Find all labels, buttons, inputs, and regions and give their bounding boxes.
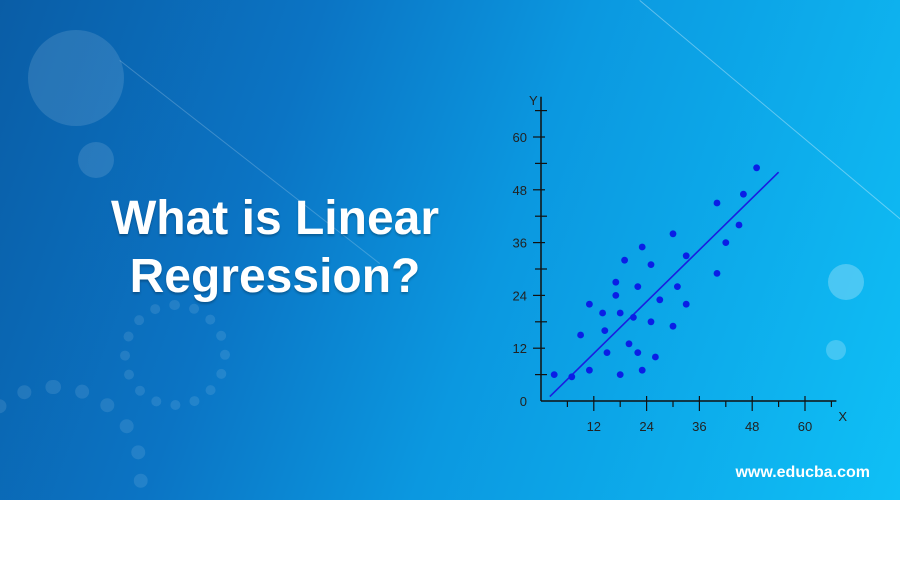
x-tick-label: 48 — [745, 419, 759, 434]
data-points — [550, 164, 760, 381]
regression-line — [549, 171, 780, 398]
data-point — [638, 243, 646, 251]
y-tick-label: 0 — [520, 394, 527, 409]
data-point — [616, 371, 624, 378]
data-point — [621, 256, 628, 264]
data-point — [625, 340, 633, 348]
decor-circle-right-small — [826, 340, 846, 360]
data-point — [669, 230, 677, 238]
y-tick-label: 60 — [513, 130, 527, 145]
background — [0, 0, 900, 500]
y-tick-label: 36 — [513, 236, 527, 251]
data-point — [652, 353, 659, 361]
data-point — [603, 349, 611, 356]
data-point — [647, 318, 655, 326]
data-point — [735, 221, 743, 229]
data-point — [740, 190, 747, 198]
regression-line-group — [549, 171, 780, 398]
gear-icon — [120, 300, 230, 410]
page-title: What is Linear Regression? — [110, 192, 440, 303]
x-axis-label: X — [838, 409, 847, 424]
data-point — [713, 199, 721, 207]
chart-axes: XY — [529, 93, 847, 424]
data-point — [577, 331, 584, 339]
data-point — [612, 292, 620, 299]
data-point — [682, 300, 690, 308]
data-point — [616, 309, 624, 317]
data-point — [722, 239, 730, 247]
data-point — [674, 283, 681, 290]
data-point — [630, 314, 637, 321]
y-tick-label: 12 — [513, 341, 527, 356]
data-point — [612, 278, 620, 286]
x-tick-label: 12 — [587, 419, 601, 434]
data-point — [568, 373, 576, 381]
data-point — [669, 322, 677, 330]
data-point — [601, 327, 609, 334]
data-point — [682, 252, 690, 260]
data-point — [713, 270, 721, 277]
data-point — [634, 283, 642, 290]
data-point — [656, 296, 664, 304]
decor-circle-small — [78, 142, 114, 178]
data-point — [586, 300, 593, 308]
x-tick-label: 24 — [639, 419, 653, 434]
decor-circle-right — [828, 264, 864, 300]
data-point — [634, 349, 642, 356]
chart-ticks: 12 24 36 48 60 0 12 24 36 48 60 — [513, 109, 833, 434]
site-url: www.educba.com — [735, 464, 870, 481]
y-tick-label: 24 — [513, 288, 527, 303]
data-point — [647, 261, 655, 268]
data-point — [586, 366, 593, 374]
y-axis-label: Y — [529, 93, 538, 108]
data-point — [638, 366, 646, 374]
data-point — [550, 371, 558, 378]
data-point — [753, 164, 760, 172]
y-tick-label: 48 — [513, 183, 527, 198]
data-point — [599, 309, 606, 317]
x-tick-label: 36 — [692, 419, 706, 434]
x-tick-label: 60 — [798, 419, 812, 434]
decor-circle-large — [28, 30, 124, 126]
